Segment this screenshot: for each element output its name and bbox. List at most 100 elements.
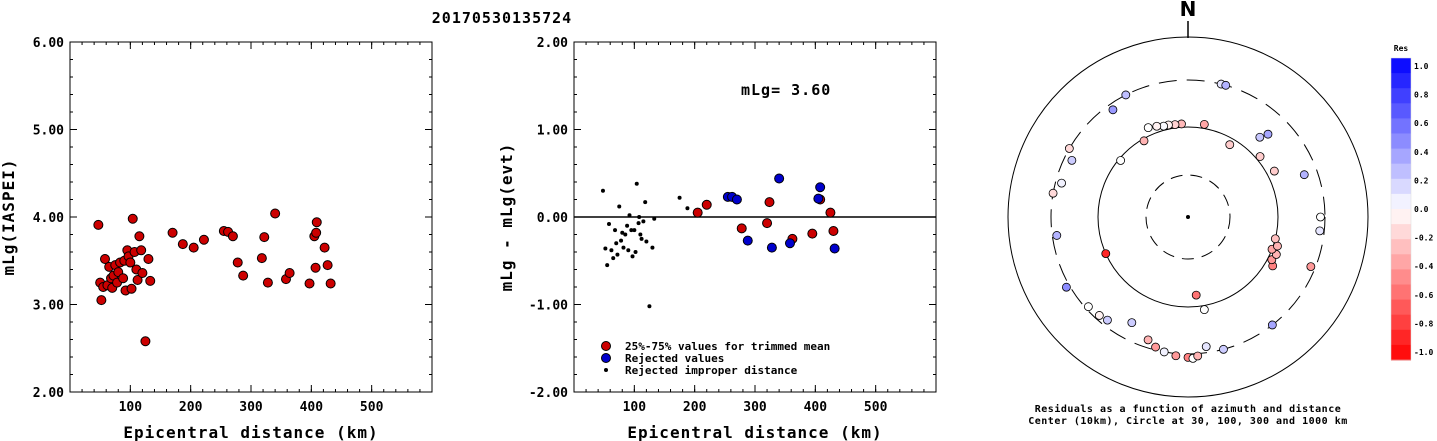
legend-label: Rejected values: [625, 352, 724, 365]
legend-label: Rejected improper distance: [625, 364, 798, 377]
improper-distance-point: [621, 245, 626, 250]
residual-legend: 25%-75% values for trimmed meanRejected …: [601, 340, 830, 377]
magnitude-point: [284, 268, 295, 278]
magnitude-point: [145, 275, 156, 286]
colorbar-tick-label: 0.6: [1414, 119, 1429, 128]
magnitude-point: [140, 336, 151, 347]
magnitude-point: [238, 270, 249, 281]
station-marker: [1083, 302, 1093, 312]
improper-distance-point: [632, 228, 637, 233]
trimmed-mean-point: [762, 218, 773, 229]
colorbar-cell: [1391, 163, 1411, 180]
station-marker: [1316, 212, 1325, 222]
improper-distance-point: [652, 216, 657, 221]
improper-distance-point: [647, 304, 652, 309]
improper-distance-point: [641, 219, 646, 224]
magnitude-point: [319, 242, 330, 253]
magnitude-point: [262, 277, 273, 288]
improper-distance-point: [609, 248, 614, 253]
improper-distance-point: [606, 222, 611, 226]
station-marker: [1255, 132, 1265, 142]
residual-y-tick-label: -1.00: [529, 299, 568, 314]
rejected-point: [784, 238, 795, 249]
station-marker: [1143, 123, 1153, 133]
colorbar-tick-label: 0.4: [1414, 148, 1429, 157]
improper-distance-point: [677, 195, 682, 200]
improper-distance-point: [600, 188, 605, 193]
magnitude-point: [232, 257, 243, 268]
rejected-point: [774, 173, 785, 184]
trimmed-mean-point: [736, 223, 747, 234]
magnitude-point: [198, 234, 209, 245]
residual-y-tick-label: 1.00: [537, 124, 568, 139]
improper-distance-point: [650, 245, 655, 250]
residual-y-axis-label: mLg - mLg(evt): [497, 143, 516, 292]
colorbar-cell: [1391, 88, 1411, 104]
station-marker: [1193, 351, 1203, 361]
improper-distance-point: [629, 228, 634, 233]
magnitude-point: [322, 260, 333, 271]
station-marker: [1052, 231, 1062, 240]
magnitude-x-tick-label: 200: [179, 400, 203, 415]
station-marker: [1219, 344, 1228, 354]
colorbar-cell: [1391, 103, 1411, 119]
ring-30km: [1145, 174, 1231, 260]
magnitude-point: [93, 219, 104, 230]
station-marker: [1270, 234, 1280, 244]
colorbar-tick-label: -0.2: [1414, 234, 1433, 243]
polar-caption-line2: Center (10km), Circle at 30, 100, 300 an…: [1028, 415, 1348, 427]
station-marker: [1315, 226, 1325, 236]
magnitude-point: [96, 295, 107, 306]
station-marker: [1139, 136, 1149, 146]
colorbar-cell: [1391, 73, 1411, 89]
colorbar-cell: [1391, 254, 1411, 270]
colorbar-tick-label: 0.2: [1414, 176, 1429, 185]
improper-distance-point: [625, 223, 630, 228]
improper-distance-point: [639, 236, 644, 241]
colorbar-cell: [1391, 133, 1411, 150]
station-marker: [1143, 335, 1153, 345]
magnitude-point: [311, 227, 322, 238]
north-label: N: [1180, 0, 1197, 21]
station-marker: [1263, 129, 1273, 139]
colorbar-cell: [1391, 209, 1411, 225]
station-marker: [1101, 249, 1111, 259]
rejected-point: [813, 193, 824, 204]
rejected-point: [815, 182, 826, 193]
magnitude-point: [325, 278, 336, 289]
magnitude-y-tick-label: 4.00: [33, 211, 64, 226]
trimmed-mean-point: [828, 226, 839, 236]
colorbar-tick-label: -0.6: [1414, 291, 1433, 300]
magnitude-y-axis-label: mLg(IASPEI): [0, 159, 18, 276]
trimmed-mean-point: [764, 197, 775, 208]
residual-x-tick-label: 400: [804, 400, 828, 415]
station-marker: [1273, 241, 1282, 251]
magnitude-panel: 100 200 300 400 500 2.00 3.00 4.00 5.00 6.00 Epic…: [0, 36, 433, 441]
magnitude-point: [126, 283, 137, 294]
improper-distance-point: [613, 228, 618, 233]
polar-caption-line1: Residuals as a function of azimuth and d…: [1035, 403, 1341, 415]
magnitude-point: [99, 254, 110, 264]
improper-distance-point: [611, 256, 616, 261]
colorbar-cell: [1391, 344, 1411, 361]
magnitude-y-tick-label: 5.00: [33, 124, 64, 139]
magnitude-y-tick-label: 3.00: [33, 299, 64, 314]
improper-distance-point: [605, 263, 610, 268]
improper-distance-point: [619, 238, 624, 243]
colorbar-cell: [1391, 329, 1411, 346]
colorbar-frame: [1390, 57, 1412, 361]
station-marker: [1062, 282, 1071, 292]
station-marker: [1064, 144, 1074, 153]
colorbar-cell: [1391, 284, 1411, 301]
station-marker: [1127, 318, 1137, 328]
station-marker: [1151, 342, 1160, 352]
magnitude-point: [127, 213, 138, 224]
improper-distance-point: [685, 206, 690, 211]
rejected-point: [742, 235, 753, 246]
improper-distance-point: [643, 200, 648, 205]
station-marker: [1299, 170, 1309, 180]
improper-distance-point: [623, 232, 628, 237]
ring-300km: [1050, 79, 1326, 355]
colorbar-cell: [1391, 314, 1411, 331]
colorbar-cell: [1391, 239, 1411, 255]
